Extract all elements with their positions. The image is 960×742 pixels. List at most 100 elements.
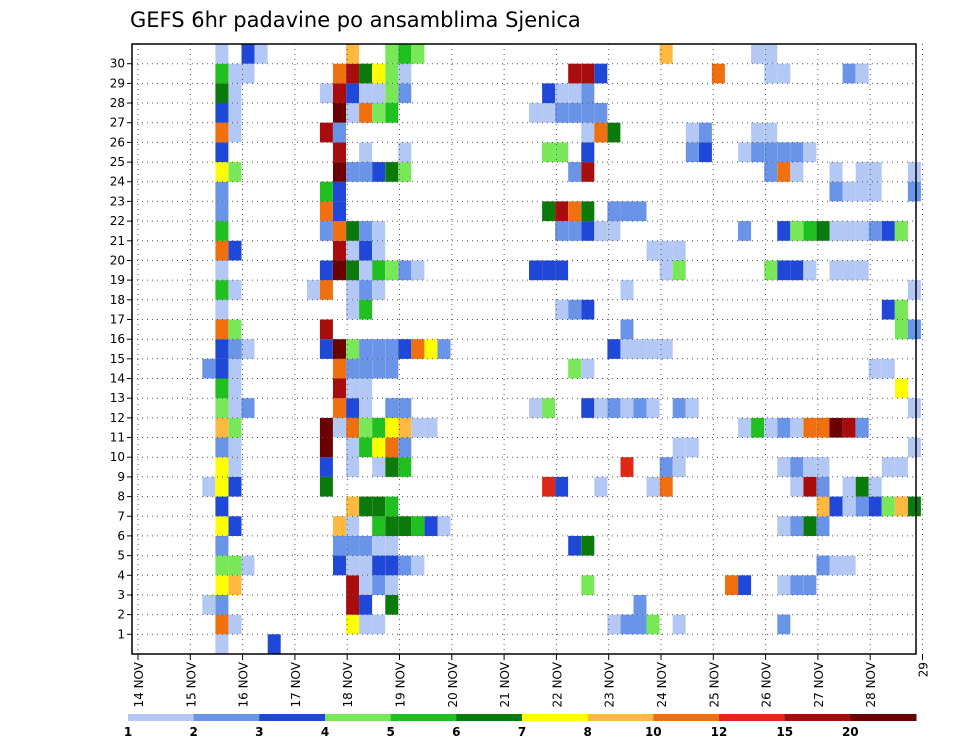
- heatmap-cell: [228, 319, 242, 340]
- legend-swatch: [456, 714, 523, 721]
- legend-label: 4: [321, 725, 329, 739]
- heatmap-cell: [777, 516, 791, 536]
- heatmap-cell: [372, 437, 386, 458]
- heatmap-cell: [346, 417, 360, 438]
- heatmap-cell: [620, 280, 634, 300]
- heatmap-cell: [868, 221, 882, 241]
- heatmap-cell: [907, 437, 921, 458]
- heatmap-cell: [228, 516, 242, 536]
- heatmap-cell: [790, 516, 804, 536]
- heatmap-cell: [359, 63, 373, 84]
- heatmap-cell: [581, 398, 595, 418]
- heatmap-cell: [829, 417, 843, 438]
- heatmap-cell: [319, 280, 333, 300]
- heatmap-cell: [881, 496, 895, 517]
- heatmap-cell: [829, 496, 843, 517]
- heatmap-cell: [241, 555, 255, 576]
- heatmap-cell: [215, 122, 229, 143]
- heatmap-cell: [607, 122, 621, 143]
- heatmap-cell: [894, 221, 908, 241]
- heatmap-cell: [398, 83, 412, 104]
- x-tick-label: 15 NOV: [184, 661, 198, 707]
- heatmap-cell: [529, 398, 542, 418]
- heatmap-cell: [607, 339, 621, 359]
- heatmap-cell: [333, 535, 346, 556]
- heatmap-cell: [594, 103, 608, 123]
- heatmap-cell: [398, 398, 412, 418]
- heatmap-cell: [894, 457, 908, 477]
- heatmap-cell: [319, 260, 333, 281]
- heatmap-cell: [333, 103, 346, 123]
- heatmap-cell: [764, 122, 778, 143]
- heatmap-cell: [346, 299, 360, 320]
- heatmap-cell: [319, 221, 333, 241]
- y-tick-label: 15: [110, 352, 125, 366]
- heatmap-cell: [842, 417, 856, 438]
- heatmap-cell: [894, 496, 908, 517]
- heatmap-cell: [372, 83, 386, 104]
- heatmap-cell: [254, 44, 268, 64]
- heatmap-cell: [881, 221, 895, 241]
- heatmap-cell: [385, 555, 399, 576]
- heatmap-cell: [319, 339, 333, 359]
- x-tick-label: 21 NOV: [498, 661, 512, 707]
- heatmap-cell: [816, 221, 830, 241]
- heatmap-cell: [228, 63, 242, 84]
- heatmap-cell: [215, 201, 229, 222]
- heatmap-cell: [751, 122, 765, 143]
- x-axis: 14 NOV 15 NOV 16 NOV 17 NOV 18 NOV 19 NOV 20 N…: [132, 654, 931, 708]
- heatmap-cell: [424, 339, 438, 359]
- heatmap-cell: [228, 555, 242, 576]
- heatmap-cell: [568, 299, 582, 320]
- heatmap-cell: [424, 516, 438, 536]
- heatmap-cell: [372, 555, 386, 576]
- heatmap-cell: [215, 162, 229, 182]
- heatmap-cell: [385, 260, 399, 281]
- heatmap-cell: [228, 162, 242, 182]
- heatmap-cell: [385, 339, 399, 359]
- heatmap-cell: [241, 63, 255, 84]
- heatmap-cell: [907, 162, 921, 182]
- heatmap-cell: [555, 142, 569, 163]
- heatmap-cell: [437, 516, 451, 536]
- heatmap-cell: [738, 142, 752, 163]
- heatmap-cell: [215, 516, 229, 536]
- heatmap-cell: [607, 614, 621, 635]
- heatmap-cell: [672, 457, 686, 477]
- heatmap-cell: [764, 162, 778, 182]
- heatmap-cell: [568, 63, 582, 84]
- y-tick-label: 29: [110, 76, 125, 90]
- heatmap-cell: [359, 555, 373, 576]
- heatmap-cell: [385, 63, 399, 84]
- heatmap-cell: [346, 240, 360, 261]
- heatmap-cell: [385, 162, 399, 182]
- heatmap-cell: [764, 63, 778, 84]
- heatmap-cell: [346, 595, 360, 615]
- legend-label: 3: [255, 725, 263, 739]
- heatmap-cell: [346, 358, 360, 379]
- legend-label: 20: [842, 725, 859, 739]
- heatmap-cell: [581, 299, 595, 320]
- x-tick-label: 18 NOV: [341, 661, 355, 707]
- heatmap-cell: [803, 221, 817, 241]
- heatmap-cell: [633, 339, 647, 359]
- heatmap-cell: [215, 555, 229, 576]
- heatmap-cell: [659, 240, 673, 261]
- heatmap-cell: [346, 437, 360, 458]
- heatmap-cell: [411, 516, 425, 536]
- heatmap-cell: [855, 496, 869, 517]
- heatmap-cell: [333, 555, 346, 576]
- heatmap-cell: [398, 339, 412, 359]
- x-tick-label: 17 NOV: [289, 661, 303, 707]
- heatmap-cell: [842, 221, 856, 241]
- heatmap-cell: [633, 398, 647, 418]
- heatmap-cell: [594, 63, 608, 84]
- heatmap-cell: [555, 83, 569, 104]
- y-tick-label: 27: [110, 116, 125, 130]
- heatmap-cell: [542, 142, 556, 163]
- heatmap-cell: [542, 83, 556, 104]
- heatmap-cell: [738, 575, 752, 595]
- heatmap-cell: [816, 555, 830, 576]
- heatmap-cell: [372, 162, 386, 182]
- heatmap-cell: [215, 221, 229, 241]
